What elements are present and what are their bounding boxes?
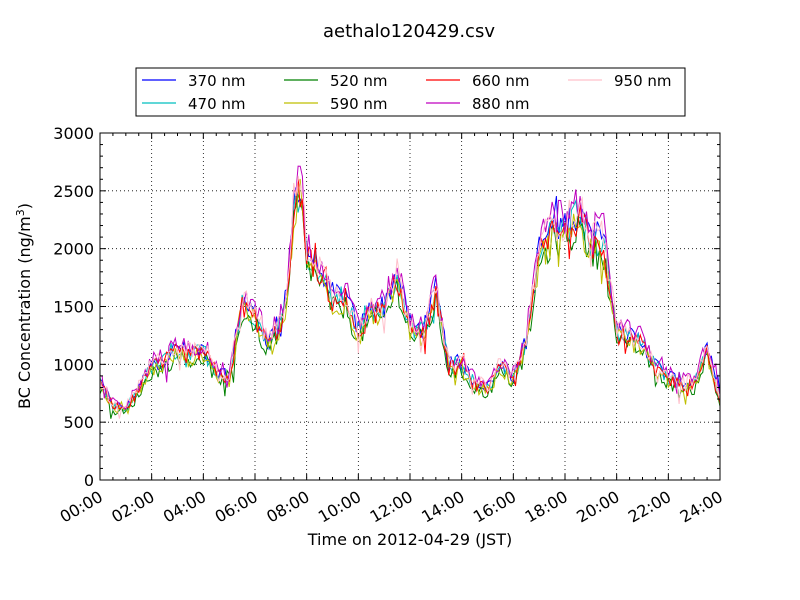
x-tick-label: 20:00 [573,487,622,527]
legend-label: 590 nm [330,95,388,113]
legend-label: 950 nm [614,72,672,90]
series-line [99,191,721,412]
x-tick-label: 08:00 [263,487,312,527]
x-tick-label: 24:00 [677,487,726,527]
legend-label: 880 nm [472,95,530,113]
x-axis-label: Time on 2012-04-29 (JST) [307,530,512,549]
series-line [99,165,721,410]
y-tick-label: 2000 [53,240,94,259]
x-tick-label: 16:00 [470,487,519,527]
x-tick-label: 12:00 [367,487,416,527]
series-line [99,175,721,419]
legend-label: 370 nm [188,72,246,90]
legend-label: 660 nm [472,72,530,90]
x-tick-label: 10:00 [315,487,364,527]
series-group [99,165,721,419]
series-line [99,176,721,410]
y-tick-label: 2500 [53,182,94,201]
y-axis-label-end: ) [15,203,34,209]
y-axis-label: BC Concentration (ng/m3) [14,203,35,409]
chart-title: aethalo120429.csv [323,21,495,42]
y-tick-label: 1500 [53,298,94,317]
y-axis-label-sup: 3 [14,209,27,216]
legend-label: 520 nm [330,72,388,90]
legend-items: 370 nm 470 nm 520 nm 590 nm 660 nm 880 nm 950 … [142,72,672,113]
y-axis-label-main: BC Concentration (ng/m [15,216,34,409]
legend-label: 470 nm [188,95,246,113]
x-tick-label: 00:00 [57,487,106,527]
x-tick-label: 02:00 [108,487,157,527]
x-tick-label: 18:00 [522,487,571,527]
x-tick-label: 06:00 [212,487,261,527]
y-tick-label: 1000 [53,355,94,374]
x-tick-label: 14:00 [418,487,467,527]
legend [135,67,686,117]
y-tick-label: 3000 [53,124,94,143]
series-line [99,178,721,416]
y-tick-label: 500 [63,413,94,432]
y-tick-label: 0 [84,471,94,490]
x-tick-label: 22:00 [625,487,674,527]
series-line [99,187,721,411]
grid-lines [99,132,721,481]
x-tick-label: 04:00 [160,487,209,527]
